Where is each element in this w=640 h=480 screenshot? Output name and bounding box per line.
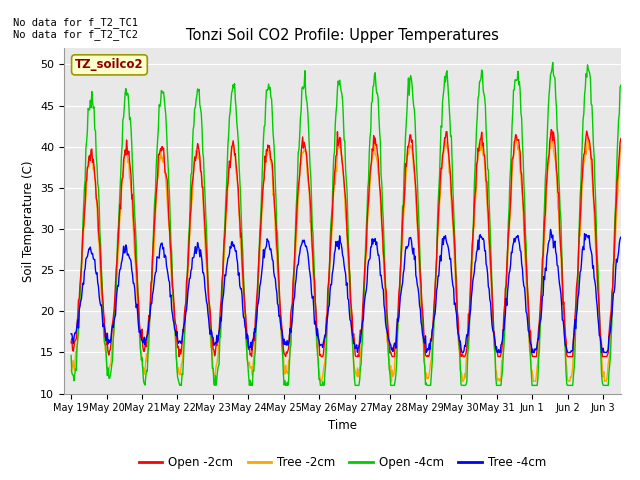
Text: No data for f_T2_TC1
No data for f_T2_TC2: No data for f_T2_TC1 No data for f_T2_TC… xyxy=(13,17,138,40)
Legend: Open -2cm, Tree -2cm, Open -4cm, Tree -4cm: Open -2cm, Tree -2cm, Open -4cm, Tree -4… xyxy=(134,452,550,474)
X-axis label: Time: Time xyxy=(328,419,357,432)
Y-axis label: Soil Temperature (C): Soil Temperature (C) xyxy=(22,160,35,282)
Title: Tonzi Soil CO2 Profile: Upper Temperatures: Tonzi Soil CO2 Profile: Upper Temperatur… xyxy=(186,28,499,43)
Text: TZ_soilco2: TZ_soilco2 xyxy=(75,59,144,72)
